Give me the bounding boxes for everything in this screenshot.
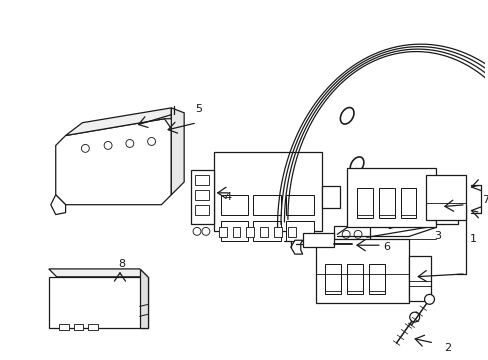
Bar bbox=[315, 239, 408, 303]
Bar bbox=[260, 228, 267, 237]
Bar bbox=[285, 221, 313, 241]
Bar bbox=[287, 228, 295, 237]
Polygon shape bbox=[56, 119, 171, 205]
Bar bbox=[322, 186, 340, 208]
Bar bbox=[435, 180, 457, 224]
Text: 6: 6 bbox=[383, 242, 389, 252]
Text: 7: 7 bbox=[481, 195, 488, 205]
Bar bbox=[370, 210, 406, 225]
Text: 8: 8 bbox=[118, 259, 125, 269]
Circle shape bbox=[81, 144, 89, 152]
Circle shape bbox=[202, 228, 209, 235]
Circle shape bbox=[409, 312, 419, 322]
Bar bbox=[368, 264, 384, 294]
Bar bbox=[232, 228, 240, 237]
Text: 5: 5 bbox=[195, 104, 202, 114]
Bar bbox=[195, 175, 208, 185]
Polygon shape bbox=[290, 240, 302, 254]
Bar bbox=[220, 195, 248, 215]
Polygon shape bbox=[51, 195, 65, 215]
Bar bbox=[378, 188, 394, 217]
Bar bbox=[220, 221, 248, 241]
Bar bbox=[356, 188, 372, 217]
Polygon shape bbox=[171, 108, 184, 195]
Circle shape bbox=[424, 294, 433, 304]
Bar bbox=[285, 195, 313, 215]
Bar bbox=[334, 226, 369, 242]
Bar bbox=[426, 175, 465, 220]
Bar bbox=[400, 188, 415, 217]
Circle shape bbox=[125, 139, 134, 147]
Circle shape bbox=[104, 141, 112, 149]
Bar bbox=[302, 233, 334, 247]
Polygon shape bbox=[49, 269, 147, 277]
Bar bbox=[88, 324, 98, 330]
Circle shape bbox=[342, 230, 349, 238]
Circle shape bbox=[193, 228, 201, 235]
Bar bbox=[253, 195, 281, 215]
Bar bbox=[346, 264, 362, 294]
Bar bbox=[195, 190, 208, 200]
Polygon shape bbox=[65, 108, 171, 136]
Bar bbox=[325, 264, 341, 294]
Bar bbox=[49, 277, 147, 328]
Text: 3: 3 bbox=[434, 231, 441, 241]
Bar bbox=[191, 170, 213, 224]
Text: 1: 1 bbox=[469, 234, 476, 244]
Circle shape bbox=[378, 213, 386, 221]
Bar bbox=[73, 324, 83, 330]
Bar bbox=[346, 168, 435, 228]
Bar bbox=[408, 256, 430, 301]
Bar bbox=[195, 205, 208, 215]
Bar bbox=[253, 221, 281, 241]
Polygon shape bbox=[140, 269, 147, 328]
Circle shape bbox=[147, 138, 155, 145]
Bar bbox=[273, 228, 282, 237]
Text: 2: 2 bbox=[444, 343, 450, 353]
Circle shape bbox=[353, 230, 361, 238]
Bar bbox=[59, 324, 68, 330]
Bar bbox=[246, 228, 254, 237]
Text: 4: 4 bbox=[224, 192, 231, 202]
Circle shape bbox=[390, 213, 398, 221]
Bar bbox=[218, 228, 226, 237]
Bar bbox=[213, 152, 322, 231]
